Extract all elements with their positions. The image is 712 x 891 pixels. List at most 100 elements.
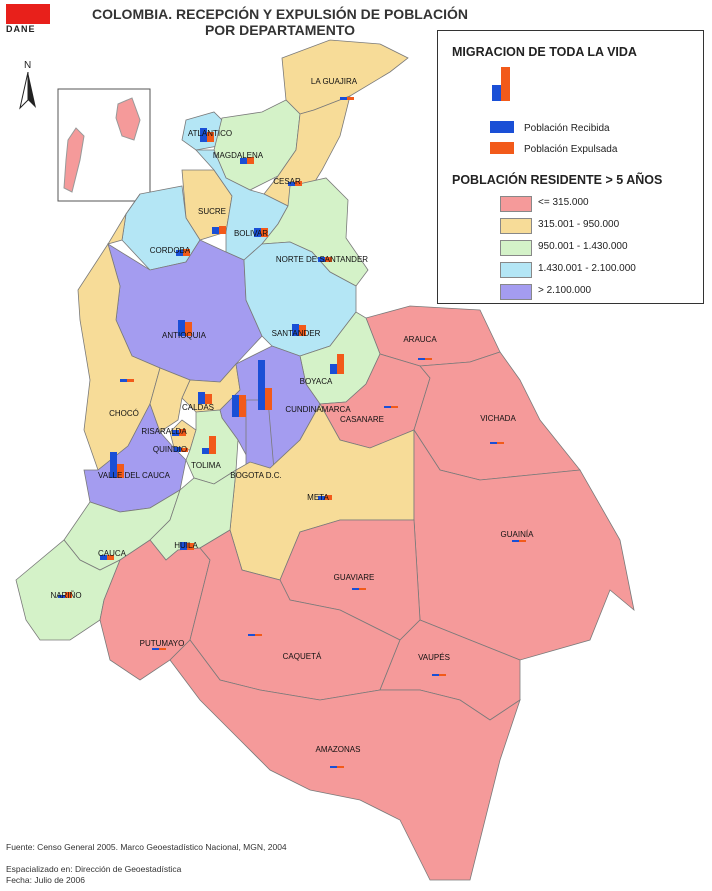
- department-labels: LA GUAJIRA ATLANTICO MAGDALENA CESAR SUCRE BO…: [50, 77, 534, 754]
- label-putumayo: PUTUMAYO: [140, 639, 185, 648]
- legend-class-swatch-1: [500, 196, 532, 212]
- bar-received-valle-del-cauca: [110, 452, 117, 478]
- bar-expelled-casanare: [391, 406, 398, 408]
- map-title-line2: POR DEPARTAMENTO: [204, 22, 356, 38]
- bar-received-tolima: [202, 448, 209, 454]
- region-amazonas: [169, 639, 521, 881]
- bar-expelled-caldas: [205, 394, 212, 404]
- bar-received-atlantico: [200, 128, 207, 142]
- legend-population-title: POBLACIÓN RESIDENTE > 5 AÑOS: [452, 173, 663, 187]
- region-choco: [77, 193, 161, 471]
- bar-received-cundinamarca: [232, 395, 239, 417]
- island-providencia: [115, 97, 141, 141]
- bar-received-cordoba: [176, 250, 183, 256]
- bar-received-choco: [120, 379, 127, 382]
- label-vichada: VICHADA: [480, 414, 516, 423]
- bar-received-amazonas: [330, 766, 337, 768]
- bar-received-casanare: [384, 406, 391, 408]
- bar-expelled-meta: [325, 495, 332, 500]
- bar-received-arauca: [418, 358, 425, 360]
- bar-received-caqueta: [248, 634, 255, 636]
- footer-spatialized: Espacializado en: Dirección de Geoestadí…: [6, 864, 182, 874]
- bar-expelled-antioquia: [185, 322, 192, 336]
- bar-received-meta: [318, 496, 325, 500]
- label-cordoba: CORDOBA: [150, 246, 191, 255]
- bar-received-la-guajira: [340, 97, 347, 100]
- label-casanare: CASANARE: [340, 415, 384, 424]
- bar-received-cesar: [288, 182, 295, 186]
- bar-expelled-putumayo: [159, 648, 166, 650]
- bar-received-boyaca: [330, 364, 337, 374]
- bar-received-vaupes: [432, 674, 439, 676]
- label-huila: HUILA: [174, 541, 198, 550]
- legend-class-label-1: <= 315.000: [538, 197, 589, 208]
- label-boyaca: BOYACA: [300, 377, 333, 386]
- label-cauca: CAUCA: [98, 549, 127, 558]
- bar-expelled-arauca: [425, 358, 432, 360]
- legend-sample-bars: [492, 67, 510, 101]
- label-vaupes: VAUPÉS: [418, 653, 450, 662]
- bar-received-narino: [58, 595, 65, 598]
- migration-bars: [58, 97, 526, 768]
- label-guaviare: GUAVIARE: [334, 573, 375, 582]
- bar-expelled-cesar: [295, 181, 302, 186]
- dane-logo: DANE: [6, 4, 50, 34]
- bar-received-norte-de-santander: [318, 257, 325, 262]
- bar-expelled-sucre: [219, 226, 226, 234]
- label-caqueta: CAQUETÁ: [283, 652, 322, 661]
- bar-expelled-caqueta: [255, 634, 262, 636]
- bar-expelled-quindio: [181, 448, 188, 452]
- bar-received-bogota-d-c: [258, 360, 265, 410]
- bar-expelled-tolima: [209, 436, 216, 454]
- legend-received-label: Población Recibida: [524, 123, 610, 134]
- label-risaralda: RISARALDA: [141, 427, 187, 436]
- bar-expelled-bogota-d-c: [265, 388, 272, 410]
- label-valle-del-cauca: VALLE DEL CAUCA: [98, 471, 171, 480]
- bar-expelled-santander: [299, 325, 306, 336]
- bar-received-guainia: [512, 540, 519, 542]
- bar-expelled-magdalena: [247, 157, 254, 164]
- label-cesar: CESAR: [273, 177, 301, 186]
- bar-expelled-choco: [127, 379, 134, 382]
- bar-received-caldas: [198, 392, 205, 404]
- dane-logo-text: DANE: [6, 24, 36, 34]
- legend-class-swatch-4: [500, 262, 532, 278]
- legend-class-label-5: > 2.100.000: [538, 285, 592, 296]
- bar-expelled-narino: [65, 592, 72, 598]
- bar-expelled-boyaca: [337, 354, 344, 374]
- map-title-line1: COLOMBIA. RECEPCIÓN Y EXPULSIÓN DE POBLA…: [92, 6, 468, 22]
- bar-expelled-norte-de-santander: [325, 257, 332, 262]
- label-norte-de-santander: NORTE DE SANTANDER: [276, 255, 368, 264]
- footer-source: Fuente: Censo General 2005. Marco Geoest…: [6, 842, 287, 852]
- bar-received-antioquia: [178, 320, 185, 336]
- label-magdalena: MAGDALENA: [213, 151, 264, 160]
- legend-class-swatch-2: [500, 218, 532, 234]
- bar-received-huila: [180, 542, 187, 550]
- north-label: N: [24, 60, 32, 71]
- north-arrow-icon: [19, 72, 36, 110]
- bar-expelled-huila: [187, 543, 194, 550]
- bar-received-sucre: [212, 227, 219, 234]
- legend-expelled-swatch: [490, 142, 514, 154]
- label-tolima: TOLIMA: [191, 461, 221, 470]
- north-arrow: N: [18, 60, 38, 110]
- bar-received-guaviare: [352, 588, 359, 590]
- bar-expelled-guaviare: [359, 588, 366, 590]
- legend-class-swatch-3: [500, 240, 532, 256]
- bar-expelled-la-guajira: [347, 97, 354, 100]
- bar-expelled-vaupes: [439, 674, 446, 676]
- label-arauca: ARAUCA: [403, 335, 437, 344]
- map-legend: MIGRACION DE TODA LA VIDA Población Reci…: [437, 30, 704, 304]
- bar-received-bolivar: [254, 228, 261, 237]
- label-quindio: QUINDIO: [153, 445, 187, 454]
- map-title: COLOMBIA. RECEPCIÓN Y EXPULSIÓN DE POBLA…: [60, 6, 500, 38]
- bar-expelled-amazonas: [337, 766, 344, 768]
- bar-expelled-atlantico: [207, 132, 214, 142]
- bar-expelled-bolivar: [261, 228, 268, 237]
- label-choco: CHOCÓ: [109, 409, 139, 418]
- bar-received-magdalena: [240, 158, 247, 164]
- label-amazonas: AMAZONAS: [316, 745, 361, 754]
- bar-received-cauca: [100, 555, 107, 560]
- bar-expelled-cordoba: [183, 249, 190, 256]
